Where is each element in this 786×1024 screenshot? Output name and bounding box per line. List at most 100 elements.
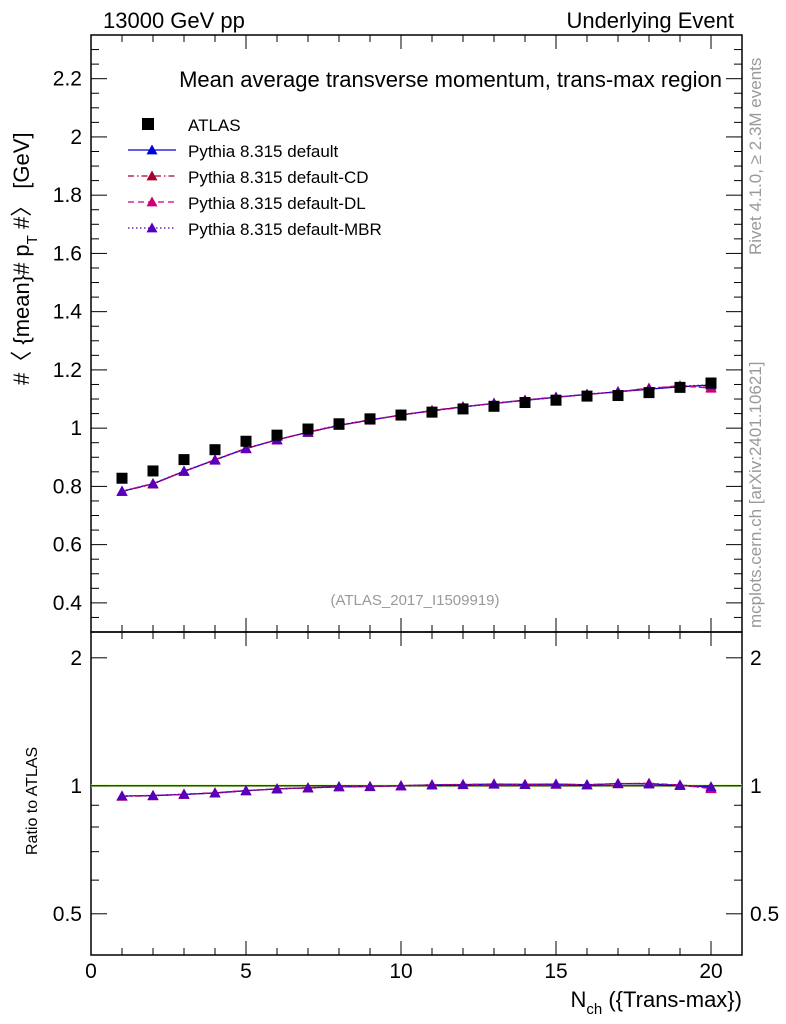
y-axis-label-main: #〈 {mean}# p [9, 244, 34, 385]
legend-marker-2 [146, 196, 158, 207]
data-point [240, 435, 252, 447]
ratio-3-marker [302, 782, 314, 793]
series-line-2 [121, 384, 712, 492]
ratio-3-marker [519, 779, 531, 790]
x-tick-label: 10 [389, 960, 412, 983]
ratio-3-marker [581, 779, 593, 790]
legend-marker-0 [146, 144, 158, 155]
ratio-line-2 [121, 782, 712, 797]
ratio-3-marker [178, 788, 190, 799]
x-tick-label: 0 [85, 960, 97, 983]
ratio-3-marker [674, 779, 686, 790]
ratio-3-marker [488, 778, 500, 789]
data-point [147, 465, 159, 477]
ratio-y-axis-label: Ratio to ATLAS [24, 747, 41, 855]
y-tick-label: 2 [70, 126, 82, 149]
header-right: Underlying Event [566, 8, 734, 33]
ratio-3-marker [333, 781, 345, 791]
y-tick-label: 1.2 [53, 359, 82, 382]
y-axis-label: #〈 {mean}# pT #〉 [GeV] [9, 132, 41, 385]
analysis-tag: (ATLAS_2017_I1509919) [330, 592, 499, 609]
x-axis-label-sub: ch [586, 1001, 602, 1018]
data-point [705, 377, 717, 389]
legend-label-data: ATLAS [188, 116, 241, 135]
y-tick-label: 0.4 [53, 592, 83, 615]
ratio-tick-label: 1 [70, 775, 82, 798]
legend-label-0: Pythia 8.315 default [188, 142, 339, 161]
data-point [302, 423, 314, 435]
x-tick-label: 20 [699, 960, 722, 983]
data-point [457, 403, 469, 415]
data-point [550, 394, 562, 406]
data-point [271, 429, 283, 441]
legend-marker-3 [146, 222, 158, 233]
legend-marker-1 [146, 170, 158, 181]
ratio-3-marker [116, 790, 128, 801]
data-point [116, 472, 128, 484]
legend-label-2: Pythia 8.315 default-DL [188, 194, 366, 213]
x-axis-label-end: ({Trans-max}) [602, 987, 742, 1012]
x-axis-label-main: N [570, 987, 586, 1012]
legend: ATLAS Pythia 8.315 default Pythia 8.315 de… [128, 116, 382, 239]
mcplots-label: mcplots.cern.ch [arXiv:2401.10621] [746, 362, 765, 628]
ratio-3-marker [612, 778, 624, 789]
ratio-3-marker [550, 778, 562, 789]
ratio-3-marker [643, 778, 655, 789]
data-point [333, 418, 345, 430]
y-tick-label: 0.8 [53, 475, 82, 498]
series-line-1 [121, 385, 712, 493]
series-3-marker [178, 465, 190, 476]
main-series [116, 377, 717, 497]
series-3-marker [116, 485, 128, 496]
series-3-marker [240, 443, 252, 453]
ratio-3-marker [271, 783, 283, 794]
legend-marker-data [142, 118, 154, 130]
ratio-series [116, 777, 717, 801]
main-axes: 0.4 0.6 0.8 1 1.2 1.4 1.6 1.8 2 2.2 [53, 34, 743, 633]
series-3-marker [147, 478, 159, 489]
y-tick-label: 1.4 [53, 301, 83, 324]
data-point [674, 381, 686, 393]
chart-title: Mean average transverse momentum, trans-… [179, 67, 722, 92]
y-axis-label-end: #〉 [GeV] [9, 132, 34, 235]
ratio-tick-label-right: 2 [750, 647, 762, 670]
x-tick-label: 5 [240, 960, 252, 983]
ratio-3-marker [147, 790, 159, 800]
ratio-tick-label-right: 0.5 [750, 903, 779, 926]
x-tick-label: 15 [544, 960, 567, 983]
data-point [364, 413, 376, 425]
ratio-3-marker [240, 785, 252, 796]
ratio-tick-label: 2 [70, 647, 82, 670]
data-point [643, 387, 655, 399]
data-point [178, 454, 190, 466]
data-point [488, 400, 500, 412]
ratio-panel: 0 5 10 15 20 0.5 0.5 1 1 2 2 [53, 631, 779, 983]
ratio-3-marker [395, 780, 407, 791]
ratio-tick-label-right: 1 [750, 775, 762, 798]
data-point [581, 390, 593, 402]
ratio-3-marker [426, 779, 438, 790]
ratio-panel-frame [90, 631, 743, 956]
data-point [209, 444, 221, 456]
ratio-3-marker [364, 781, 376, 791]
x-axis-label: Nch ({Trans-max}) [570, 987, 742, 1018]
y-axis-label-sub: T [24, 235, 41, 244]
main-panel: 0.4 0.6 0.8 1 1.2 1.4 1.6 1.8 2 2.2 Mean average … [53, 34, 743, 633]
data-point [519, 397, 531, 409]
data-point [395, 409, 407, 421]
y-tick-label: 1.8 [53, 184, 82, 207]
legend-label-1: Pythia 8.315 default-CD [188, 168, 369, 187]
ratio-tick-label: 0.5 [53, 903, 82, 926]
y-tick-label: 2.2 [53, 68, 82, 91]
ratio-axes: 0 5 10 15 20 0.5 0.5 1 1 2 2 [53, 632, 779, 983]
y-tick-label: 0.6 [53, 534, 82, 557]
legend-label-3: Pythia 8.315 default-MBR [188, 220, 382, 239]
data-point [612, 390, 624, 402]
header-left: 13000 GeV pp [103, 8, 245, 33]
ratio-3-marker [457, 779, 469, 789]
y-tick-label: 1.6 [53, 242, 82, 265]
ratio-3-marker [209, 787, 221, 798]
data-point [426, 406, 438, 418]
y-tick-label: 1 [70, 417, 82, 440]
